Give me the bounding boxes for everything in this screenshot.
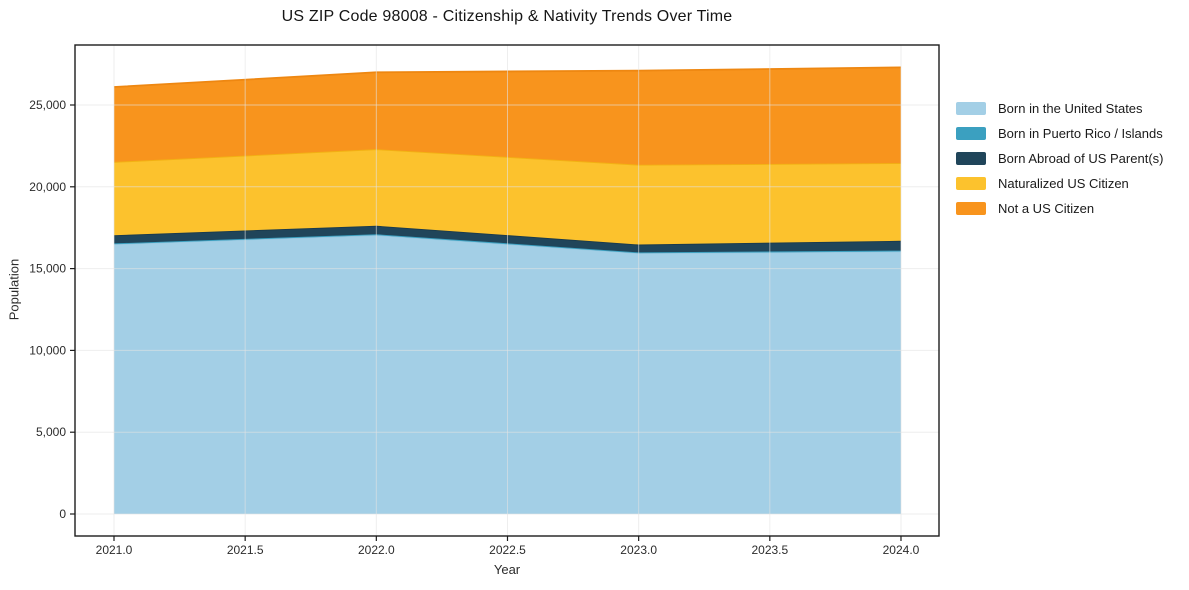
legend-item: Born in Puerto Rico / Islands	[956, 126, 1163, 141]
chart-title: US ZIP Code 98008 - Citizenship & Nativi…	[281, 8, 733, 25]
x-tick-label: 2023.5	[751, 543, 788, 557]
x-tick-label: 2021.5	[227, 543, 264, 557]
x-tick-label: 2024.0	[883, 543, 920, 557]
y-tick-label: 25,000	[29, 98, 66, 112]
legend-item: Not a US Citizen	[956, 201, 1163, 216]
legend-swatch-puerto-rico-islands	[956, 127, 986, 140]
x-tick-label: 2022.5	[489, 543, 526, 557]
x-tick-label: 2022.0	[358, 543, 395, 557]
legend-label: Not a US Citizen	[998, 201, 1095, 216]
legend-label: Born in Puerto Rico / Islands	[998, 126, 1163, 141]
legend-swatch-born-abroad	[956, 152, 986, 165]
legend-swatch-not-citizen	[956, 202, 986, 215]
y-tick-label: 0	[59, 507, 66, 521]
y-tick-label: 15,000	[29, 262, 66, 276]
legend-swatch-born-in-us	[956, 102, 986, 115]
legend-label: Naturalized US Citizen	[998, 176, 1129, 191]
y-tick-label: 5,000	[36, 425, 66, 439]
legend-swatch-naturalized	[956, 177, 986, 190]
x-axis-title: Year	[493, 562, 521, 577]
legend-item: Born in the United States	[956, 101, 1163, 116]
legend-item: Naturalized US Citizen	[956, 176, 1163, 191]
y-axis-title: Population	[6, 258, 22, 321]
legend-label: Born in the United States	[998, 101, 1143, 116]
x-tick-label: 2021.0	[96, 543, 133, 557]
y-tick-label: 20,000	[29, 180, 66, 194]
legend-item: Born Abroad of US Parent(s)	[956, 151, 1163, 166]
y-tick-label: 10,000	[29, 343, 66, 357]
x-tick-label: 2023.0	[620, 543, 657, 557]
legend: Born in the United States Born in Puerto…	[956, 101, 1163, 216]
legend-label: Born Abroad of US Parent(s)	[998, 151, 1164, 166]
